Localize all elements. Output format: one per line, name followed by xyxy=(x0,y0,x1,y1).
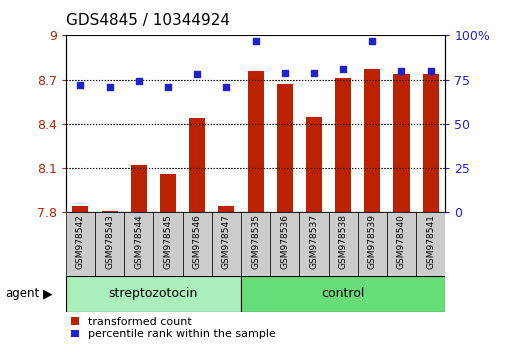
Bar xyxy=(306,116,321,212)
Text: GSM978537: GSM978537 xyxy=(309,214,318,269)
Text: GSM978538: GSM978538 xyxy=(338,214,347,269)
Text: GSM978545: GSM978545 xyxy=(163,214,172,269)
Point xyxy=(164,84,172,90)
Text: GSM978547: GSM978547 xyxy=(221,214,230,269)
Point xyxy=(134,79,142,84)
Bar xyxy=(299,212,328,276)
Point xyxy=(106,84,114,90)
Text: GSM978540: GSM978540 xyxy=(396,214,405,269)
Bar xyxy=(153,212,182,276)
Text: GSM978535: GSM978535 xyxy=(250,214,260,269)
Bar xyxy=(247,71,263,212)
Point xyxy=(368,38,376,44)
Bar xyxy=(160,174,176,212)
Text: GSM978544: GSM978544 xyxy=(134,214,143,269)
Text: control: control xyxy=(321,287,364,300)
Bar xyxy=(130,165,146,212)
Text: GSM978542: GSM978542 xyxy=(76,214,85,269)
Bar xyxy=(328,212,357,276)
Point xyxy=(426,68,434,74)
Text: GDS4845 / 10344924: GDS4845 / 10344924 xyxy=(66,13,229,28)
Bar xyxy=(364,69,380,212)
Text: GSM978543: GSM978543 xyxy=(105,214,114,269)
Bar xyxy=(189,118,205,212)
Bar xyxy=(182,212,211,276)
Bar xyxy=(240,212,270,276)
Point xyxy=(396,68,405,74)
Bar xyxy=(124,212,153,276)
Bar xyxy=(393,74,409,212)
Point xyxy=(338,66,346,72)
Bar xyxy=(66,276,240,312)
Point xyxy=(280,70,288,75)
Bar xyxy=(334,78,350,212)
Bar xyxy=(357,212,386,276)
Point xyxy=(222,84,230,90)
Bar xyxy=(211,212,240,276)
Bar xyxy=(415,212,444,276)
Point xyxy=(309,70,317,75)
Bar xyxy=(240,276,444,312)
Text: streptozotocin: streptozotocin xyxy=(109,287,197,300)
Bar xyxy=(218,206,234,212)
Text: GSM978546: GSM978546 xyxy=(192,214,201,269)
Point xyxy=(76,82,84,88)
Text: GSM978536: GSM978536 xyxy=(280,214,289,269)
Bar xyxy=(95,212,124,276)
Bar xyxy=(270,212,299,276)
Text: ▶: ▶ xyxy=(43,287,53,300)
Point xyxy=(193,72,201,77)
Text: GSM978541: GSM978541 xyxy=(425,214,434,269)
Text: GSM978539: GSM978539 xyxy=(367,214,376,269)
Legend: transformed count, percentile rank within the sample: transformed count, percentile rank withi… xyxy=(71,317,275,339)
Bar xyxy=(72,206,88,212)
Bar xyxy=(276,84,292,212)
Bar xyxy=(102,211,117,212)
Bar xyxy=(422,74,438,212)
Bar xyxy=(66,212,95,276)
Bar xyxy=(386,212,415,276)
Point xyxy=(251,38,259,44)
Text: agent: agent xyxy=(5,287,39,300)
